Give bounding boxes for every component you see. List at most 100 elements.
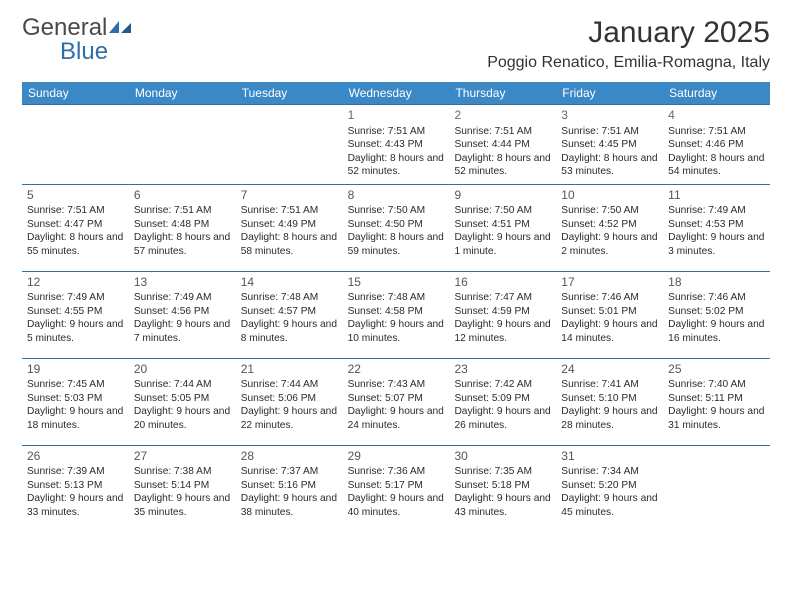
sunrise-line: Sunrise: 7:47 AM [454,291,551,304]
daylight-line: Daylight: 8 hours and 52 minutes. [454,152,551,179]
day-number: 11 [668,188,765,204]
sunrise-line: Sunrise: 7:46 AM [561,291,658,304]
sunset-line: Sunset: 4:55 PM [27,305,124,318]
weeks-container: 1Sunrise: 7:51 AMSunset: 4:43 PMDaylight… [22,104,770,532]
day-cell-empty [236,105,343,184]
sunrise-line: Sunrise: 7:51 AM [561,125,658,138]
day-cell: 10Sunrise: 7:50 AMSunset: 4:52 PMDayligh… [556,185,663,271]
day-cell: 12Sunrise: 7:49 AMSunset: 4:55 PMDayligh… [22,272,129,358]
daylight-line: Daylight: 9 hours and 26 minutes. [454,405,551,432]
day-number: 10 [561,188,658,204]
sunset-line: Sunset: 5:17 PM [348,479,445,492]
sunset-line: Sunset: 4:49 PM [241,218,338,231]
day-cell: 28Sunrise: 7:37 AMSunset: 5:16 PMDayligh… [236,446,343,532]
daylight-line: Daylight: 9 hours and 24 minutes. [348,405,445,432]
sunset-line: Sunset: 4:52 PM [561,218,658,231]
daylight-line: Daylight: 9 hours and 31 minutes. [668,405,765,432]
day-number: 12 [27,275,124,291]
day-cell: 17Sunrise: 7:46 AMSunset: 5:01 PMDayligh… [556,272,663,358]
daylight-line: Daylight: 9 hours and 8 minutes. [241,318,338,345]
day-cell: 18Sunrise: 7:46 AMSunset: 5:02 PMDayligh… [663,272,770,358]
sunrise-line: Sunrise: 7:50 AM [561,204,658,217]
sunrise-line: Sunrise: 7:34 AM [561,465,658,478]
daylight-line: Daylight: 9 hours and 40 minutes. [348,492,445,519]
sunrise-line: Sunrise: 7:44 AM [241,378,338,391]
sunrise-line: Sunrise: 7:51 AM [668,125,765,138]
day-cell-empty [22,105,129,184]
sunset-line: Sunset: 5:05 PM [134,392,231,405]
calendar-page: General Blue January 2025 Poggio Renatic… [0,0,792,612]
sunrise-line: Sunrise: 7:46 AM [668,291,765,304]
daylight-line: Daylight: 9 hours and 38 minutes. [241,492,338,519]
daylight-line: Daylight: 8 hours and 55 minutes. [27,231,124,258]
sunset-line: Sunset: 5:20 PM [561,479,658,492]
day-cell: 30Sunrise: 7:35 AMSunset: 5:18 PMDayligh… [449,446,556,532]
day-number: 28 [241,449,338,465]
week-row: 12Sunrise: 7:49 AMSunset: 4:55 PMDayligh… [22,271,770,358]
sunrise-line: Sunrise: 7:35 AM [454,465,551,478]
sunset-line: Sunset: 4:48 PM [134,218,231,231]
sunrise-line: Sunrise: 7:42 AM [454,378,551,391]
day-cell: 7Sunrise: 7:51 AMSunset: 4:49 PMDaylight… [236,185,343,271]
day-number: 14 [241,275,338,291]
day-number: 19 [27,362,124,378]
sunset-line: Sunset: 4:45 PM [561,138,658,151]
daylight-line: Daylight: 9 hours and 43 minutes. [454,492,551,519]
sunrise-line: Sunrise: 7:49 AM [668,204,765,217]
day-cell: 29Sunrise: 7:36 AMSunset: 5:17 PMDayligh… [343,446,450,532]
day-number: 8 [348,188,445,204]
day-cell: 24Sunrise: 7:41 AMSunset: 5:10 PMDayligh… [556,359,663,445]
month-title: January 2025 [487,16,770,50]
sunrise-line: Sunrise: 7:51 AM [134,204,231,217]
day-number: 7 [241,188,338,204]
day-cell: 31Sunrise: 7:34 AMSunset: 5:20 PMDayligh… [556,446,663,532]
day-cell: 6Sunrise: 7:51 AMSunset: 4:48 PMDaylight… [129,185,236,271]
day-cell: 22Sunrise: 7:43 AMSunset: 5:07 PMDayligh… [343,359,450,445]
day-number: 27 [134,449,231,465]
sunset-line: Sunset: 5:18 PM [454,479,551,492]
sunrise-line: Sunrise: 7:49 AM [27,291,124,304]
sunrise-line: Sunrise: 7:41 AM [561,378,658,391]
day-number: 31 [561,449,658,465]
day-cell: 21Sunrise: 7:44 AMSunset: 5:06 PMDayligh… [236,359,343,445]
sunset-line: Sunset: 5:07 PM [348,392,445,405]
sunset-line: Sunset: 4:50 PM [348,218,445,231]
day-number: 20 [134,362,231,378]
sunset-line: Sunset: 4:58 PM [348,305,445,318]
sunrise-line: Sunrise: 7:48 AM [348,291,445,304]
day-cell: 14Sunrise: 7:48 AMSunset: 4:57 PMDayligh… [236,272,343,358]
day-number: 22 [348,362,445,378]
weekday-header: Saturday [663,82,770,104]
day-cell: 27Sunrise: 7:38 AMSunset: 5:14 PMDayligh… [129,446,236,532]
day-cell: 19Sunrise: 7:45 AMSunset: 5:03 PMDayligh… [22,359,129,445]
daylight-line: Daylight: 8 hours and 54 minutes. [668,152,765,179]
day-cell: 2Sunrise: 7:51 AMSunset: 4:44 PMDaylight… [449,105,556,184]
logo-sail-icon [107,19,133,37]
sunrise-line: Sunrise: 7:51 AM [348,125,445,138]
sunrise-line: Sunrise: 7:48 AM [241,291,338,304]
sunset-line: Sunset: 4:47 PM [27,218,124,231]
day-number: 26 [27,449,124,465]
day-number: 3 [561,108,658,124]
day-number: 21 [241,362,338,378]
day-cell-empty [129,105,236,184]
day-number: 29 [348,449,445,465]
sunset-line: Sunset: 5:16 PM [241,479,338,492]
day-cell: 8Sunrise: 7:50 AMSunset: 4:50 PMDaylight… [343,185,450,271]
brand-word2: Blue [60,38,108,65]
sunset-line: Sunset: 4:44 PM [454,138,551,151]
sunset-line: Sunset: 5:02 PM [668,305,765,318]
weekday-header-row: SundayMondayTuesdayWednesdayThursdayFrid… [22,82,770,104]
day-number: 30 [454,449,551,465]
daylight-line: Daylight: 9 hours and 5 minutes. [27,318,124,345]
sunset-line: Sunset: 4:59 PM [454,305,551,318]
day-number: 4 [668,108,765,124]
day-cell: 13Sunrise: 7:49 AMSunset: 4:56 PMDayligh… [129,272,236,358]
sunrise-line: Sunrise: 7:50 AM [454,204,551,217]
sunrise-line: Sunrise: 7:45 AM [27,378,124,391]
day-number: 16 [454,275,551,291]
brand-logo: General Blue [22,16,133,64]
sunset-line: Sunset: 4:46 PM [668,138,765,151]
weekday-header: Wednesday [343,82,450,104]
sunrise-line: Sunrise: 7:37 AM [241,465,338,478]
